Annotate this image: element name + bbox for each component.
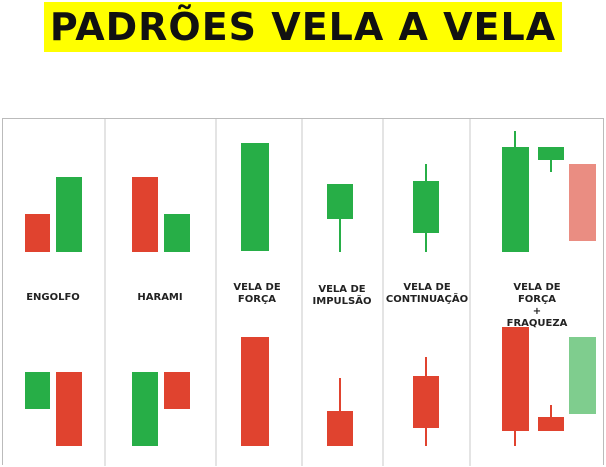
forca-fraqueza-bottom-big-red-candle xyxy=(502,327,529,431)
harami-top-green-candle xyxy=(164,214,190,252)
continuacao-top-green-candle xyxy=(413,181,439,233)
forca-bottom-red-candle xyxy=(241,337,269,446)
engolfo-top-red-candle xyxy=(25,214,50,252)
impulsao-top-green-candle xyxy=(327,184,353,219)
label-engolfo: ENGOLFO xyxy=(26,292,80,303)
forca-fraqueza-top-big-green-candle xyxy=(502,147,529,252)
harami-top-red-candle xyxy=(132,177,158,252)
continuacao-bottom-red-candle xyxy=(413,376,439,428)
harami-bottom-green-candle xyxy=(132,372,158,446)
forca-fraqueza-bottom-faded-green-candle xyxy=(569,337,596,414)
label-vela-de-impulsao: VELA DE IMPULSÃO xyxy=(312,284,372,307)
impulsao-bottom-red-candle xyxy=(327,411,353,446)
forca-fraqueza-bottom-small-red-candle xyxy=(538,417,564,431)
title-banner: PADRÕES VELA A VELA xyxy=(0,0,606,60)
page-title: PADRÕES VELA A VELA xyxy=(43,2,563,52)
harami-bottom-red-candle xyxy=(164,372,190,409)
label-vela-de-forca: VELA DE FORÇA xyxy=(233,282,281,305)
label-vela-de-forca-fraqueza: VELA DE FORÇA + FRAQUEZA xyxy=(506,282,568,329)
column-dividers xyxy=(104,119,471,466)
forca-top-green-candle xyxy=(241,143,269,251)
engolfo-bottom-green-candle xyxy=(25,372,50,409)
label-harami: HARAMI xyxy=(137,292,183,303)
engolfo-top-green-candle xyxy=(56,177,82,252)
candles-diagram xyxy=(25,119,596,466)
engolfo-bottom-red-candle xyxy=(56,372,82,446)
forca-fraqueza-top-faded-red-candle xyxy=(569,164,596,241)
forca-fraqueza-top-small-green-candle xyxy=(538,147,564,160)
patterns-panel: ENGOLFO HARAMI VELA DE FORÇA VELA DE IMP… xyxy=(2,118,604,466)
label-vela-de-continuacao: VELA DE CONTINUAÇÃO xyxy=(385,282,469,305)
